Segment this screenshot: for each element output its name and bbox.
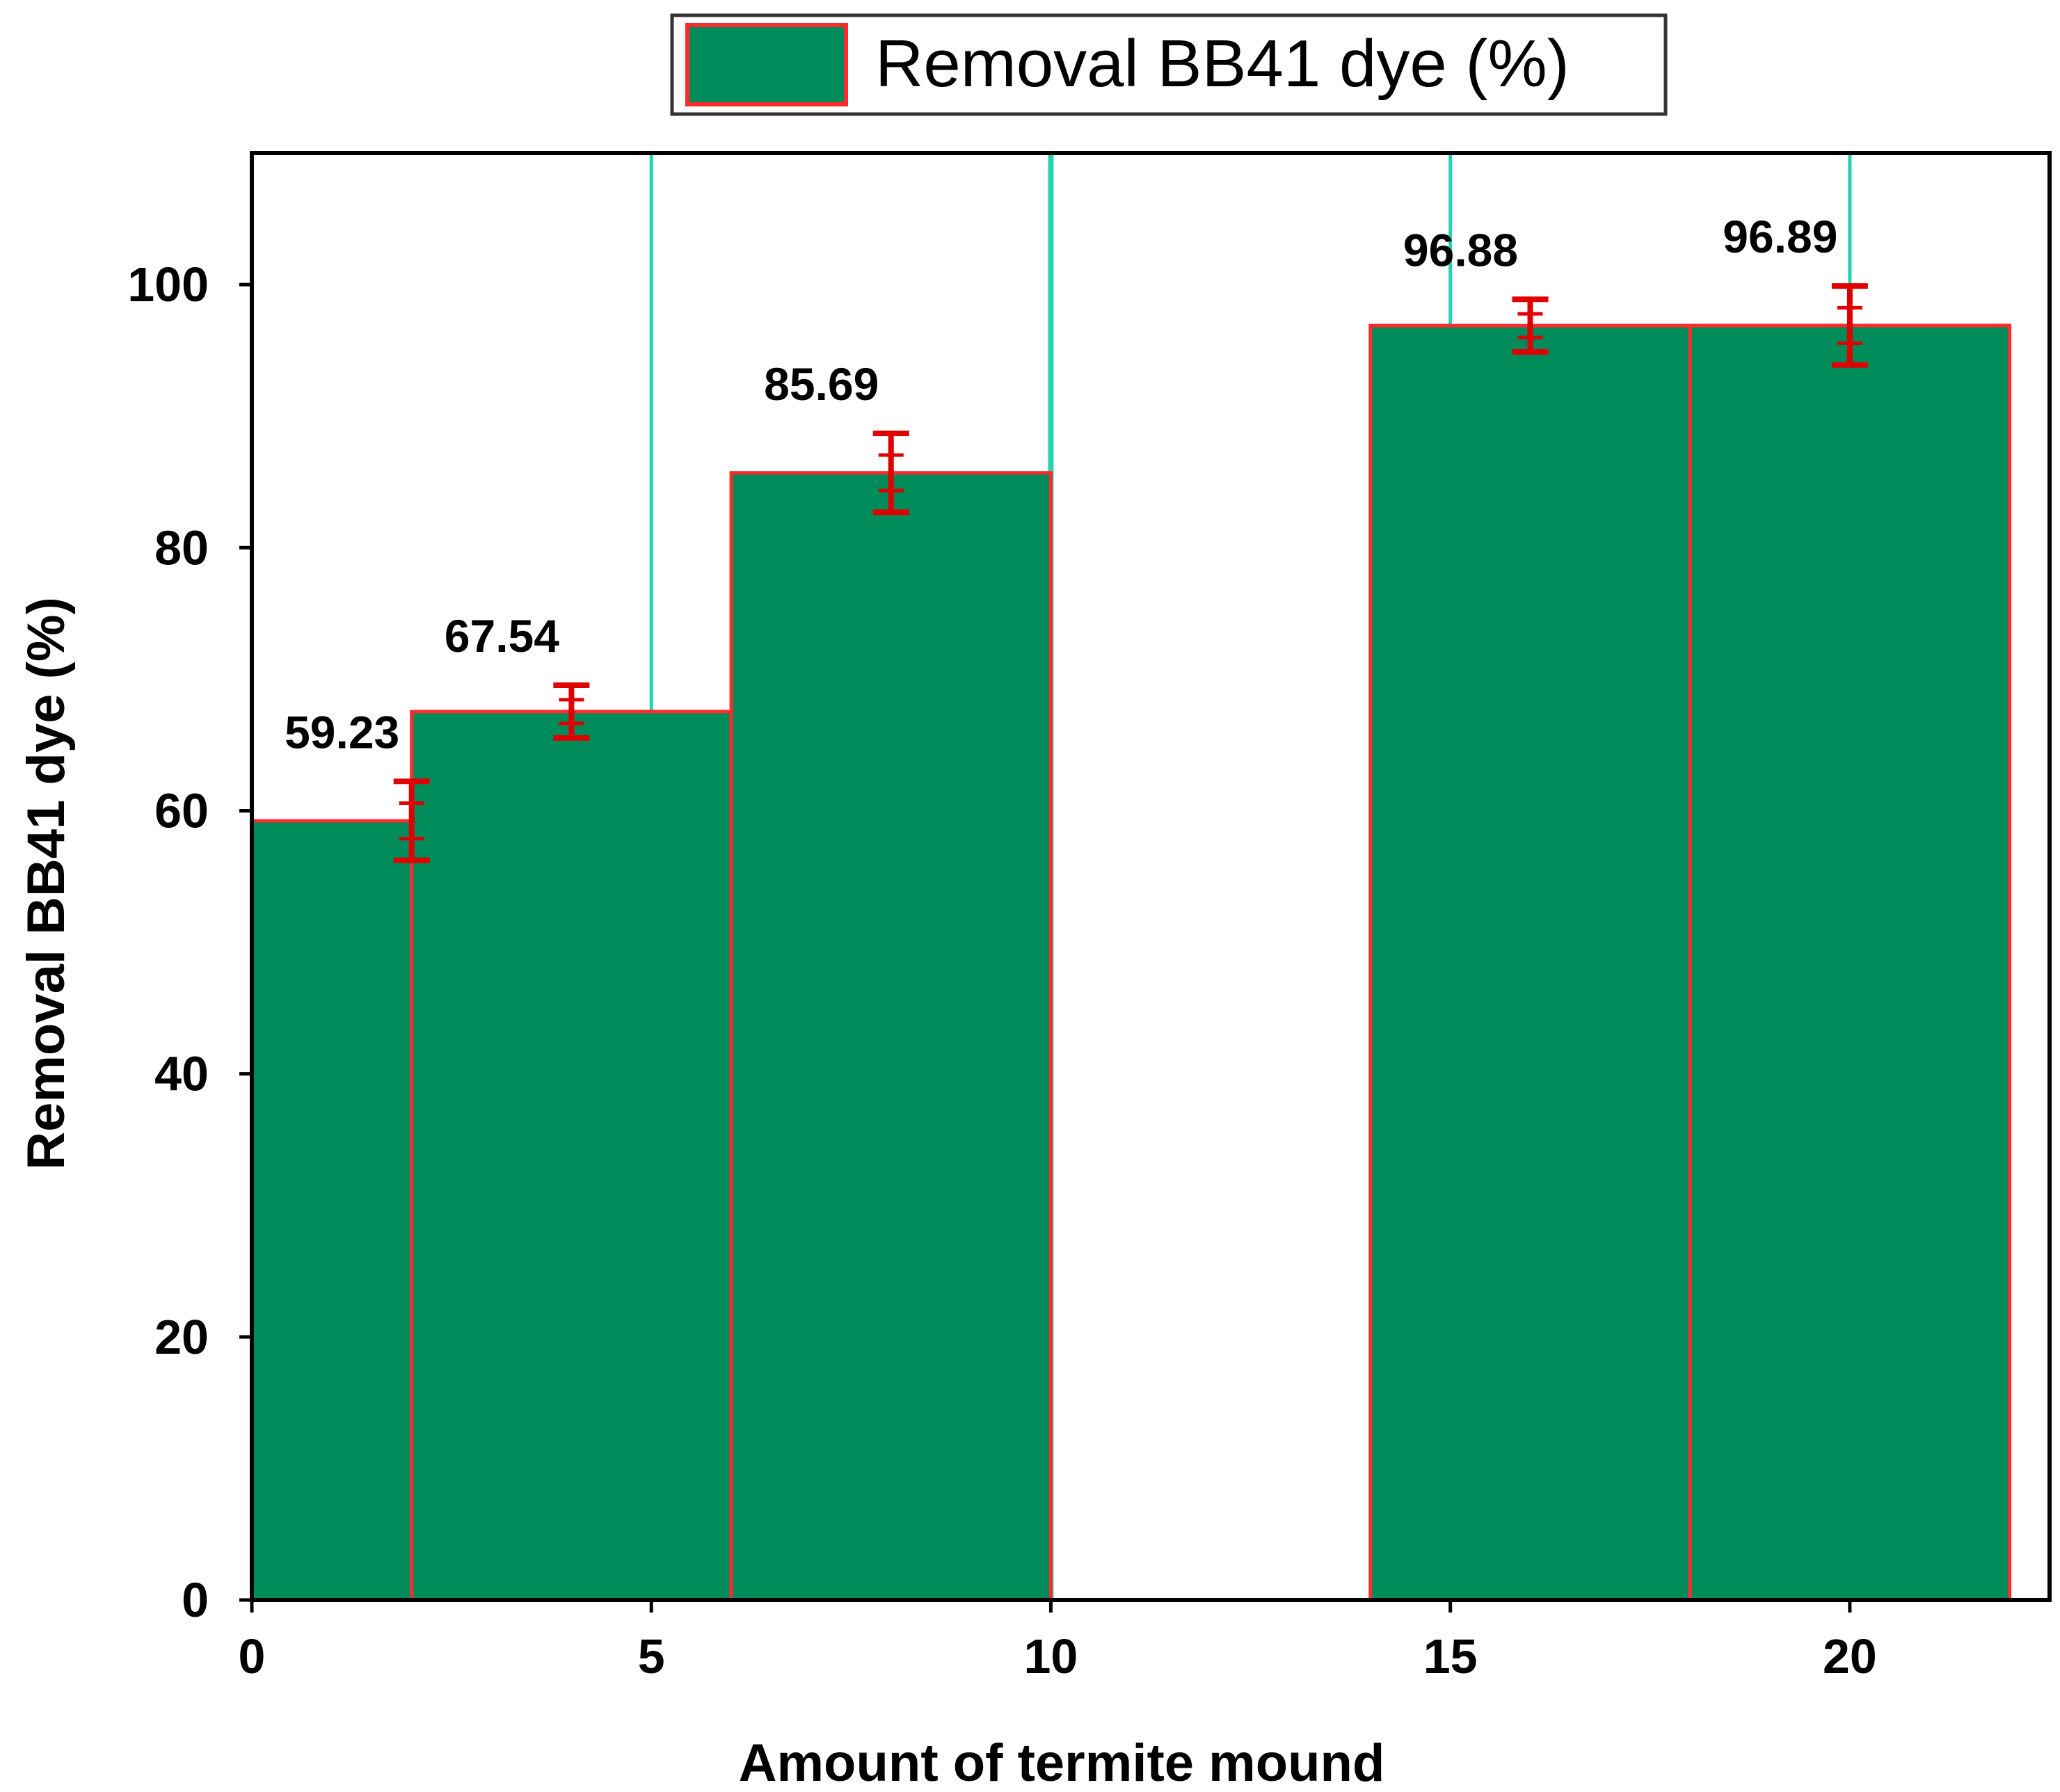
y-tick-label: 100 xyxy=(127,257,209,312)
x-tick-label: 5 xyxy=(638,1629,665,1683)
legend-label: Removal BB41 dye (%) xyxy=(875,26,1570,101)
bars xyxy=(250,323,2012,1602)
plot-frame xyxy=(250,151,2052,1602)
y-axis-title: Removal BB41 dye (%) xyxy=(17,597,76,1170)
error-bar xyxy=(1512,296,1549,355)
data-labels: 59.23 67.54 85.69 96.88 96.89 xyxy=(285,211,1837,758)
y-tick-label: 40 xyxy=(154,1047,209,1101)
x-axis-ticks: 0 5 10 15 20 xyxy=(239,1600,1877,1683)
bar xyxy=(1688,323,2012,1602)
y-axis-ticks: 0 20 40 60 80 100 xyxy=(127,257,252,1627)
bar xyxy=(1368,323,1692,1602)
error-bar xyxy=(393,778,430,863)
bar xyxy=(410,710,733,1602)
y-tick-label: 0 xyxy=(182,1573,209,1627)
error-bar xyxy=(872,430,909,515)
bar xyxy=(729,471,1053,1602)
error-bars xyxy=(393,283,1868,863)
x-tick-label: 10 xyxy=(1024,1629,1078,1683)
error-bar xyxy=(553,682,590,741)
x-axis-title: Amount of termite mound xyxy=(739,1734,1385,1792)
y-tick-label: 60 xyxy=(154,783,209,838)
x-tick-label: 20 xyxy=(1823,1629,1877,1683)
error-bar xyxy=(1831,283,1868,368)
y-tick-label: 80 xyxy=(154,520,209,575)
legend: Removal BB41 dye (%) xyxy=(670,13,1668,116)
data-label: 96.89 xyxy=(1723,211,1837,262)
x-tick-label: 15 xyxy=(1423,1629,1478,1683)
x-tick-label: 0 xyxy=(239,1629,266,1683)
data-label: 67.54 xyxy=(445,610,559,662)
y-tick-label: 20 xyxy=(154,1310,209,1364)
data-label: 59.23 xyxy=(285,706,399,758)
data-label: 96.88 xyxy=(1403,224,1518,275)
legend-swatch xyxy=(685,23,848,106)
data-label: 85.69 xyxy=(764,358,879,410)
